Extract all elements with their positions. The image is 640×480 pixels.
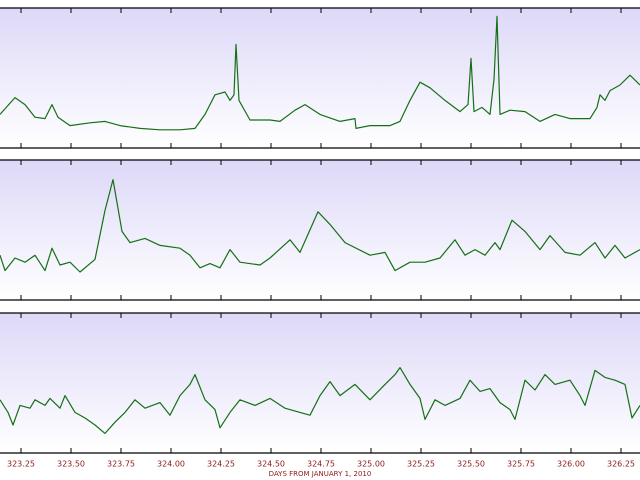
x-tick-label: 324.25 bbox=[207, 460, 235, 469]
x-tick-label: 323.25 bbox=[7, 460, 35, 469]
data-line bbox=[0, 179, 640, 273]
x-tick-label: 324.00 bbox=[157, 460, 185, 469]
x-tick-label: 326.25 bbox=[607, 460, 635, 469]
panel-background bbox=[0, 160, 640, 300]
x-tick-label: 323.75 bbox=[107, 460, 135, 469]
data-line bbox=[0, 367, 640, 434]
x-tick-label: 324.50 bbox=[257, 460, 285, 469]
x-tick-label: 326.00 bbox=[557, 460, 585, 469]
x-tick-label: 324.75 bbox=[307, 460, 335, 469]
data-line bbox=[0, 15, 640, 131]
panel-background bbox=[0, 8, 640, 148]
x-axis-label: DAYS FROM JANUARY 1, 2010 bbox=[269, 470, 372, 478]
x-tick-label: 325.00 bbox=[357, 460, 385, 469]
panel-background bbox=[0, 313, 640, 453]
x-tick-label: 325.50 bbox=[457, 460, 485, 469]
x-tick-label: 325.25 bbox=[407, 460, 435, 469]
x-tick-label: 325.75 bbox=[507, 460, 535, 469]
x-tick-label: 323.50 bbox=[57, 460, 85, 469]
